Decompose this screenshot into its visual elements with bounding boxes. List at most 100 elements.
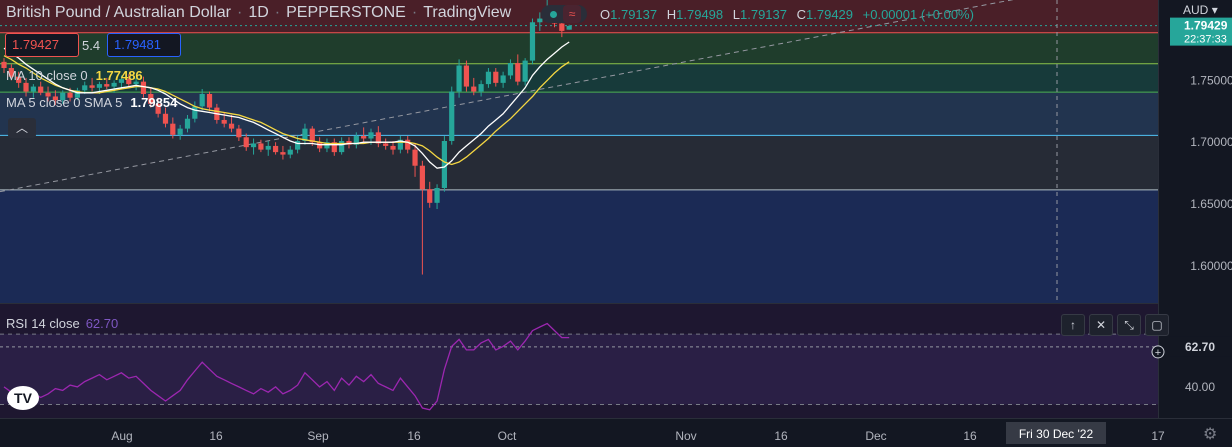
candle-47 <box>346 140 352 145</box>
candle-16 <box>118 79 125 83</box>
candle-33 <box>243 137 249 148</box>
candle-31 <box>228 123 235 129</box>
candle-21 <box>155 103 161 114</box>
crosshair-date-label: Fri 30 Dec '22 <box>1019 427 1094 441</box>
candle-32 <box>236 128 242 138</box>
candle-17 <box>126 79 132 85</box>
rsi-band <box>0 334 1158 405</box>
candle-40 <box>295 140 301 150</box>
legend-ma10[interactable]: MA 10 close 0 1.77486 <box>6 68 143 83</box>
candle-39 <box>287 149 293 155</box>
candle-19 <box>140 81 147 94</box>
change-value: +0.00001 (+0.00%) <box>862 7 974 22</box>
candle-62 <box>456 65 462 92</box>
candle-48 <box>353 136 359 145</box>
last-price-label: 1.79429 <box>1184 19 1228 33</box>
price-zone-1 <box>0 32 1158 64</box>
x-tick-label-9: 17 <box>1151 429 1165 443</box>
candle-35 <box>258 143 264 150</box>
candle-11 <box>82 85 88 91</box>
candle-22 <box>162 113 169 124</box>
candle-23 <box>170 123 176 135</box>
legend-ma5-sma[interactable]: MA 5 close 0 SMA 5 1.79854 <box>6 95 178 110</box>
spread-value: 5.4 <box>82 38 101 53</box>
buy-button[interactable]: 1.79481 <box>107 33 181 57</box>
candle-4 <box>30 86 36 92</box>
candle-46 <box>339 140 345 153</box>
rsi-axis-label-0: 62.70 <box>1185 340 1215 354</box>
ma10-line <box>3 41 570 169</box>
candle-30 <box>221 119 227 124</box>
open-value: 1.79137 <box>610 7 658 22</box>
high-value: 1.79498 <box>676 7 724 22</box>
rsi-value-tag <box>1170 336 1232 357</box>
candle-56 <box>412 149 418 166</box>
candle-20 <box>148 93 154 104</box>
candle-2 <box>16 76 22 83</box>
symbol-name[interactable]: British Pound / Australian Dollar <box>6 4 231 21</box>
rsi-line <box>3 322 570 411</box>
candle-41 <box>302 128 308 141</box>
collapse-legend-button[interactable]: ︿ <box>8 118 36 138</box>
y-tick-label-0: 1.60000 <box>1190 259 1232 273</box>
candle-51 <box>375 132 381 144</box>
tradingview-logo-icon[interactable]: TV <box>7 386 39 410</box>
candle-36 <box>265 145 271 150</box>
candle-50 <box>368 132 374 139</box>
candle-9 <box>67 92 73 98</box>
candle-76 <box>559 23 565 31</box>
legend-rsi[interactable]: RSI 14 close 62.70 <box>6 316 119 331</box>
y-tick-label-2: 1.70000 <box>1190 135 1232 149</box>
candle-27 <box>199 93 205 107</box>
close-value: 1.79429 <box>806 7 854 22</box>
candle-70 <box>515 63 521 82</box>
candle-63 <box>463 65 470 87</box>
candle-64 <box>471 86 477 92</box>
rsi-axis-label-1: 40.00 <box>1185 380 1215 394</box>
market-status[interactable]: ≈ <box>541 5 587 23</box>
candle-58 <box>427 189 433 203</box>
candle-69 <box>507 63 514 76</box>
candle-60 <box>441 140 447 188</box>
chart-header: British Pound / Australian Dollar · 1D · PEP… <box>6 4 512 21</box>
candle-67 <box>493 71 499 83</box>
candle-3 <box>23 82 29 92</box>
crosshair-date-tag <box>1006 422 1106 444</box>
candle-24 <box>177 128 183 135</box>
broker: PEPPERSTONE <box>286 4 406 21</box>
maximize-pane-button[interactable]: ▢ <box>1145 314 1169 336</box>
countdown-label: 22:37:33 <box>1184 34 1227 46</box>
candle-54 <box>397 139 403 150</box>
candle-18 <box>133 81 139 85</box>
platform: TradingView <box>423 4 512 21</box>
candle-37 <box>272 145 279 153</box>
candle-57 <box>419 165 425 190</box>
candle-12 <box>89 85 95 88</box>
candle-38 <box>280 152 286 155</box>
candle-28 <box>206 93 213 108</box>
sell-button[interactable]: 1.79427 <box>5 33 79 57</box>
y-tick-label-1: 1.65000 <box>1190 197 1232 211</box>
wave-icon: ≈ <box>563 5 581 23</box>
candle-42 <box>309 128 315 143</box>
currency-selector[interactable]: AUD ▾ <box>1183 3 1218 17</box>
candle-66 <box>485 71 492 85</box>
x-tick-label-7: Dec <box>865 429 886 443</box>
collapse-icon: ⤡ <box>1124 318 1134 332</box>
candle-73 <box>537 18 543 23</box>
arrow-up-icon: ↑ <box>1070 318 1076 332</box>
price-zone-5 <box>0 189 1158 303</box>
candle-49 <box>361 136 367 139</box>
gear-icon[interactable]: ⚙ <box>1203 426 1218 443</box>
interval[interactable]: 1D <box>248 4 269 21</box>
candle-26 <box>192 106 198 119</box>
collapse-pane-button[interactable]: ⤡ <box>1117 314 1141 336</box>
candle-0 <box>1 61 7 69</box>
x-tick-label-2: Sep <box>307 429 329 443</box>
move-pane-up-button[interactable]: ↑ <box>1061 314 1085 336</box>
close-pane-button[interactable]: ✕ <box>1089 314 1113 336</box>
close-icon: ✕ <box>1095 318 1107 332</box>
price-axis <box>1158 0 1232 447</box>
